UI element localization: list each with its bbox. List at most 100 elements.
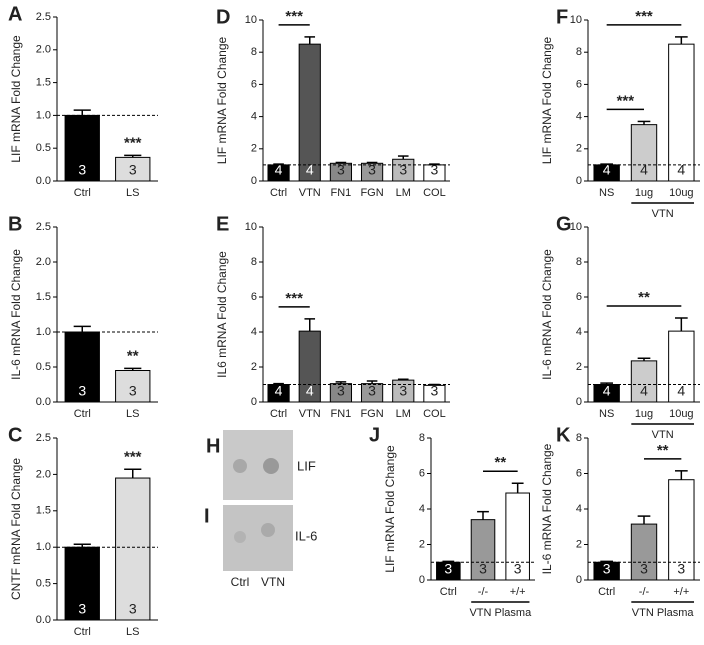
bar [115,370,151,403]
y-tick-label: 6 [251,291,257,303]
n-label: 3 [444,561,452,577]
n-label: 3 [337,162,345,178]
y-axis-label: IL-6 mRNA Fold Change [9,249,23,380]
significance: ** [127,347,139,364]
bar [668,43,695,182]
n-label: 3 [399,383,407,399]
x-tick-label: Ctrl [440,586,457,598]
x-tick-label: NS [599,408,614,420]
y-tick-label: 2 [251,143,257,155]
y-axis-label: IL6 mRNA Fold Change [215,251,229,378]
n-label: 4 [603,383,611,399]
n-label: 4 [640,162,648,178]
n-label: 4 [640,383,648,399]
y-tick-label: 2.5 [36,221,51,233]
panel-letter: G [556,213,572,235]
panel-letter: E [216,213,229,235]
significance: ** [494,454,506,471]
y-tick-label: 8 [576,432,582,444]
y-tick-label: 4 [251,111,257,123]
y-tick-label: 8 [419,432,425,444]
y-tick-label: 0.0 [36,175,51,187]
n-label: 4 [306,162,314,178]
y-tick-label: 2 [576,361,582,373]
n-label: 3 [399,162,407,178]
y-tick-label: 0.0 [36,396,51,408]
n-label: 3 [603,561,611,577]
y-tick-label: 2.0 [36,468,51,480]
y-tick-label: 4 [576,503,582,515]
x-tick-label: Ctrl [74,408,91,420]
y-axis-label: LIF mRNA Fold Change [540,36,554,164]
x-tick-label: FGN [360,408,383,420]
x-tick-label: FN1 [331,187,352,199]
x-tick-label: LS [126,626,139,638]
panel-letter: K [556,424,571,446]
blot-column-label: VTN [261,575,285,589]
panel-letter: D [216,6,230,28]
y-tick-label: 0.5 [36,578,51,590]
y-axis-label: LIF mRNA Fold Change [215,36,229,164]
significance: *** [124,448,142,465]
blot-row-label: LIF [297,458,316,473]
y-tick-label: 0 [576,175,582,187]
group-label: VTN Plasma [469,607,532,619]
group-label: VTN [652,429,674,441]
y-tick-label: 6 [576,467,582,479]
y-axis-label: LIF mRNA Fold Change [383,445,397,573]
bar [64,114,100,182]
x-tick-label: Ctrl [270,187,287,199]
y-tick-label: 0 [419,574,425,586]
x-tick-label: VTN [299,187,321,199]
y-tick-label: 1.5 [36,505,51,517]
x-tick-label: 10ug [669,187,693,199]
x-tick-label: COL [423,187,446,199]
y-tick-label: 2 [576,538,582,550]
n-label: 3 [129,162,137,178]
y-tick-label: 0.5 [36,142,51,154]
y-tick-label: 0 [576,574,582,586]
y-tick-label: 6 [251,78,257,90]
y-axis-label: CNTF mRNA Fold Change [9,458,23,600]
x-tick-label: 10ug [669,408,693,420]
y-tick-label: 2.5 [36,11,51,23]
n-label: 3 [78,383,86,399]
bar [64,331,100,403]
y-tick-label: 10 [245,221,257,233]
panel-letter: I [204,505,210,527]
n-label: 3 [479,561,487,577]
n-label: 3 [431,383,439,399]
panel-letter: A [8,3,22,25]
y-tick-label: 1.5 [36,77,51,89]
significance: *** [124,134,142,151]
y-tick-label: 4 [576,111,582,123]
n-label: 4 [306,383,314,399]
y-tick-label: 6 [419,467,425,479]
x-tick-label: NS [599,187,614,199]
y-tick-label: 0 [576,396,582,408]
y-tick-label: 1.0 [36,326,51,338]
bar [115,477,151,621]
n-label: 3 [514,561,522,577]
significance: ** [657,442,669,459]
y-tick-label: 8 [251,256,257,268]
x-tick-label: FGN [360,187,383,199]
n-label: 3 [677,561,685,577]
y-tick-label: 1.0 [36,109,51,121]
y-tick-label: 0 [251,175,257,187]
y-tick-label: 0.0 [36,614,51,626]
y-tick-label: 4 [419,503,425,515]
y-tick-label: 2.0 [36,44,51,56]
panel-letter: J [369,424,380,446]
y-axis-label: IL-6 mRNA Fold Change [540,443,554,574]
x-tick-label: 1ug [635,187,653,199]
y-tick-label: 2 [251,361,257,373]
blot-image [223,505,293,571]
x-tick-label: VTN [299,408,321,420]
blot-figure: H I LIF IL-6 Ctrl VTN [204,430,317,589]
y-tick-label: 10 [245,14,257,26]
n-label: 3 [129,383,137,399]
blot-spot [234,531,246,543]
panel-letter: F [556,6,568,28]
